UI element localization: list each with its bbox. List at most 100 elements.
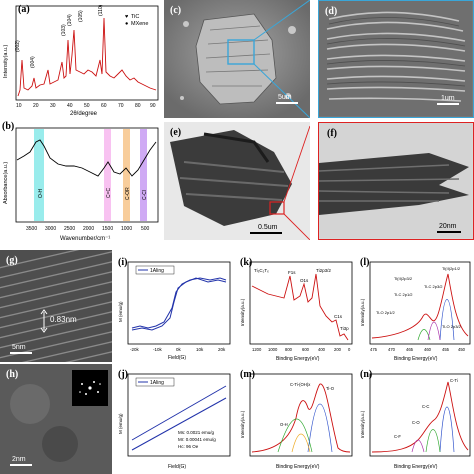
xrd-xtick: 70 <box>118 103 124 109</box>
xps-peak-label: F1s <box>288 270 296 275</box>
xrd-xtick: 50 <box>84 103 90 109</box>
xps-ylabel-n: Intensity(a.u.) <box>360 410 365 438</box>
xps-xlabel-m: Binding Energy(eV) <box>276 464 320 470</box>
band-label: C-OR <box>125 187 131 200</box>
o1s-peak-label: O-H <box>280 422 288 427</box>
xrd-xtick: 10 <box>16 103 22 109</box>
xps-peak-label: C1s <box>334 314 343 319</box>
ftir-xtick: 2000 <box>83 226 94 232</box>
ti2p-peak-label: Ti-O 2p3/2 <box>442 324 462 329</box>
xps-xlabel-n: Binding Energy(eV) <box>394 464 438 470</box>
band-ccl <box>140 129 147 221</box>
xps-xtick: 600 <box>302 347 310 352</box>
c1s-peak-label: C-O <box>412 420 420 425</box>
mh-xtick: -10k <box>153 347 163 352</box>
xrd-xtick: 60 <box>101 103 107 109</box>
o1s-peak-label: Ti-O <box>326 386 335 391</box>
mh-xlabel-j: Field(G) <box>168 464 186 470</box>
xps-survey: Ti₃C₂Tₓ F1s O1s Ti2p3/2 C1s Ti3p Intensi… <box>240 261 353 362</box>
panel-label-h: (h) <box>6 369 19 380</box>
tem-image <box>164 122 310 240</box>
xps-ylabel-m: Intensity(a.u.) <box>240 410 245 438</box>
ftir-xtick: 2500 <box>64 226 75 232</box>
panel-label-b: (b) <box>2 121 15 132</box>
xps-xtick: 200 <box>334 347 342 352</box>
xrd-legend-entry: MXene <box>131 21 148 27</box>
xps-survey-line <box>251 273 349 341</box>
xrd-chart: Intensity(a.u.) 2θ/degree 10 20 30 40 50… <box>3 4 159 117</box>
panel-e-tem: (e) 0.5um <box>164 122 310 240</box>
xps-xtick: 1000 <box>268 347 278 352</box>
xps-xtick: 0 <box>348 347 351 352</box>
xrd-peak-label: (110) <box>98 4 104 16</box>
xps-xlabel-l: Binding Energy(eV) <box>394 356 438 362</box>
ti2p-peak-label: Ti(II)2p1/2 <box>442 266 461 271</box>
ti2p-envelope <box>371 273 469 339</box>
mh-xtick: 10k <box>196 347 204 352</box>
xrd-xtick: 20 <box>33 103 39 109</box>
mh-note: Mr: 0.00041 emu/g <box>178 437 216 442</box>
mh-xtick: 20k <box>218 347 226 352</box>
mh-ylabel-j: M (emu/g) <box>118 413 123 434</box>
panel-label-m: (m) <box>240 369 255 380</box>
band-label: C=C <box>106 187 112 198</box>
hrtem-lattice <box>0 364 112 474</box>
xps-xtick: 400 <box>318 347 326 352</box>
panel-label-f: (f) <box>327 128 337 139</box>
xps-xlabel-k: Binding Energy(eV) <box>276 356 320 362</box>
scale-c: 5um <box>278 94 292 101</box>
mh-ylabel-i: M (emu/g) <box>118 301 123 322</box>
ftir-xtick: 3500 <box>26 226 37 232</box>
xrd-legend-entry: TiC <box>131 14 139 20</box>
panel-label-l: (l) <box>360 257 370 268</box>
xps-xtick: 1200 <box>252 347 262 352</box>
ftir-xtick: 3000 <box>45 226 56 232</box>
xrd-ylabel: Intensity(a.u.) <box>3 45 9 78</box>
scale-f: 20nm <box>439 223 457 230</box>
panel-b-ftir: Absorbance(a.u.) Wavenumber/cm⁻¹ 3500 30… <box>0 120 162 244</box>
zoom-box-c <box>227 39 255 65</box>
mh-note: Ms: 0.0021 emu/g <box>178 430 215 435</box>
panel-label-n: (n) <box>360 369 373 380</box>
ftir-ylabel: Absorbance(a.u.) <box>3 162 9 204</box>
ti2p-xtick: 455 <box>442 347 450 352</box>
xrd-xtick: 90 <box>150 103 156 109</box>
band-cc <box>104 129 111 221</box>
hrtem-fringes <box>0 250 112 362</box>
panel-label-g: (g) <box>6 255 18 266</box>
xrd-legend: ♥ TiC ● MXene <box>125 14 148 27</box>
ftir-xtick: 500 <box>141 226 150 232</box>
band-cor <box>123 129 130 221</box>
ti2p-xtick: 465 <box>406 347 414 352</box>
ti2p-peak-label: Ti-C 2p3/2 <box>424 284 443 289</box>
ti2p-xtick: 450 <box>458 347 466 352</box>
ti2p-peak-label: Ti-C 2p1/2 <box>394 292 413 297</box>
xps-ylabel-l: Intensity(a.u.) <box>360 298 365 326</box>
scale-d: 1um <box>441 95 455 102</box>
panel-n-c1s: C-Ti C-C C-O C-F Intensity(a.u.) Binding… <box>358 368 474 474</box>
panel-k-xps: Ti₃C₂Tₓ F1s O1s Ti2p3/2 C1s Ti3p Intensi… <box>238 256 356 364</box>
scale-e: 0.5um <box>258 224 278 231</box>
xrd-peak-label: (004) <box>30 56 36 68</box>
c1s-peak-label: C-F <box>394 434 401 439</box>
mh-chart-j: 1Aling Ms: 0.0021 emu/g Mr: 0.00041 emu/… <box>118 373 231 470</box>
zoom-box-e <box>269 201 285 215</box>
scale-h: 2nm <box>12 456 26 463</box>
mh-chart-i: 1Aling M (emu/g) Field(G) -20k -10k 0k 1… <box>118 261 231 361</box>
panel-i-mh: 1Aling M (emu/g) Field(G) -20k -10k 0k 1… <box>116 256 234 362</box>
ti2p-xtick: 470 <box>388 347 396 352</box>
panel-d-sem-zoom: (d) 1um <box>318 0 474 118</box>
mh-line-j-a <box>131 385 227 441</box>
mh-legend-j: 1Aling <box>150 380 164 386</box>
xps-peak-label: Ti2p3/2 <box>316 268 331 273</box>
panel-h-hrtem: (h) 2nm <box>0 364 112 474</box>
xps-c1s: C-Ti C-C C-O C-F Intensity(a.u.) Binding… <box>360 373 471 470</box>
mh-xtick: -20k <box>130 347 140 352</box>
xps-ti2p: Ti(II)2p1/2 Ti(II)2p3/2 Ti-C 2p1/2 Ti-C … <box>360 261 471 362</box>
mh-line-j-b <box>131 397 227 451</box>
band-label: O-H <box>38 188 44 198</box>
xrd-pattern <box>17 17 157 97</box>
xrd-xtick: 40 <box>67 103 73 109</box>
ftir-chart: Absorbance(a.u.) Wavenumber/cm⁻¹ 3500 30… <box>3 127 159 242</box>
panel-c-sem: (c) 5um <box>164 0 310 118</box>
